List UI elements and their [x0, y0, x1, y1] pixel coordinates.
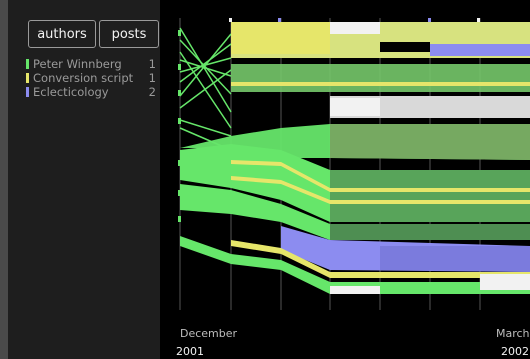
posts-button[interactable]: posts: [99, 20, 159, 48]
legend-swatch-purple: [26, 87, 29, 97]
flow-line: [179, 33, 232, 97]
timeline-label-year-end: 2002: [501, 345, 529, 358]
green-band-middle-shade: [330, 170, 530, 222]
green-band-lower-shade: [330, 224, 530, 240]
legend-swatch-yellow: [26, 73, 29, 83]
flow-line: [179, 59, 232, 77]
marker: [178, 118, 181, 124]
legend-item-peter-winnberg[interactable]: Peter Winnberg 1: [24, 57, 162, 71]
flow-line: [179, 119, 232, 137]
white-band-mid-2: [330, 98, 380, 116]
marker: [178, 160, 181, 166]
author-legend: Peter Winnberg 1 Conversion script 1 Ecl…: [24, 57, 162, 99]
marker: [178, 64, 181, 70]
authors-button[interactable]: authors: [28, 20, 96, 48]
flow-canvas[interactable]: [160, 0, 530, 359]
crossing-flow-lines: [179, 27, 232, 151]
timeline-label-month-end: March: [496, 327, 530, 340]
purple-top-block: [430, 44, 530, 56]
flow-line: [179, 43, 232, 83]
history-flow-visualization[interactable]: December 2001 March 2002: [160, 0, 530, 359]
legend-author-count: 1: [148, 57, 156, 71]
legend-author-name: Eclecticology: [33, 85, 109, 99]
legend-item-conversion-script[interactable]: Conversion script 1: [24, 71, 162, 85]
flow-line: [179, 39, 232, 95]
white-bottom-right: [480, 274, 530, 290]
green-band-upper-shade: [330, 124, 530, 160]
white-top-block: [330, 22, 380, 34]
left-markers: [178, 30, 181, 222]
yellow-stripe-middle: [231, 160, 530, 192]
top-markers: [229, 18, 480, 22]
timeline-label-month-start: December: [180, 327, 238, 340]
marker: [178, 190, 181, 196]
legend-swatch-green: [26, 59, 29, 69]
flow-line: [179, 27, 232, 113]
green-band-between: [231, 64, 530, 92]
marker: [477, 18, 480, 22]
marker: [178, 90, 181, 96]
marker: [178, 30, 181, 36]
flow-line: [179, 69, 232, 109]
sidebar: authors posts Peter Winnberg 1 Conversio…: [8, 0, 160, 359]
legend-item-eclecticology[interactable]: Eclecticology 2: [24, 85, 162, 99]
green-line-band: [231, 82, 530, 86]
yellow-top-band-light: [231, 22, 330, 54]
legend-author-count: 1: [148, 71, 156, 85]
legend-author-name: Conversion script: [33, 71, 134, 85]
black-gap: [380, 42, 430, 52]
timeline-label-year-start: 2001: [176, 345, 204, 358]
marker: [178, 216, 181, 222]
purple-band-dark: [380, 246, 530, 272]
window-edge: [0, 0, 8, 359]
legend-author-count: 2: [148, 85, 156, 99]
marker: [229, 18, 232, 22]
marker: [278, 18, 281, 22]
yellow-stripe-middle-2: [231, 176, 530, 204]
marker: [428, 18, 431, 22]
white-bottom-block: [330, 286, 380, 294]
legend-author-name: Peter Winnberg: [33, 57, 122, 71]
flow-line: [179, 51, 232, 129]
